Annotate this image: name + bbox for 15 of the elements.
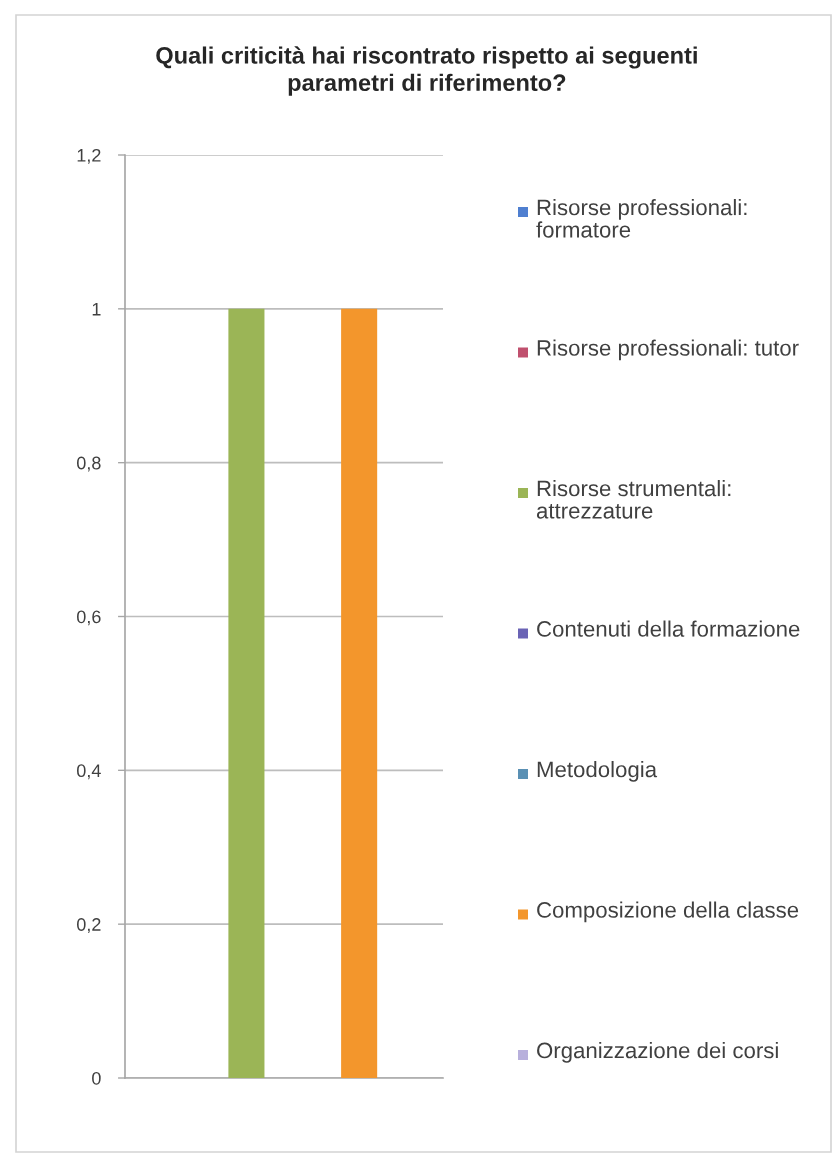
y-tick-label: 0 <box>92 1071 101 1085</box>
legend-label: Contenuti della formazione <box>537 620 800 637</box>
y-tick-label: 0,4 <box>77 764 101 780</box>
legend-label: Risorse professionali: tutor <box>537 339 799 361</box>
legend-label: Risorse strumentali: attrezzature <box>536 480 731 519</box>
legend-label: Composizione della classe <box>537 901 799 923</box>
y-tick-label: 0,2 <box>77 918 101 934</box>
legend-label: Organizzazione dei corsi <box>537 1042 778 1063</box>
legend-label: Risorse professionali: formatore <box>536 199 747 238</box>
y-tick-label: 1 <box>92 302 101 316</box>
y-tick-label: 0,6 <box>77 610 101 626</box>
legend-label: Metodologia <box>537 761 658 782</box>
y-tick-label: 1,2 <box>77 148 101 164</box>
chart-title: Quali criticità hai riscontrato rispetto ai seguenti parametri di riferimento? <box>156 46 697 96</box>
y-tick-label: 0,8 <box>77 456 101 472</box>
